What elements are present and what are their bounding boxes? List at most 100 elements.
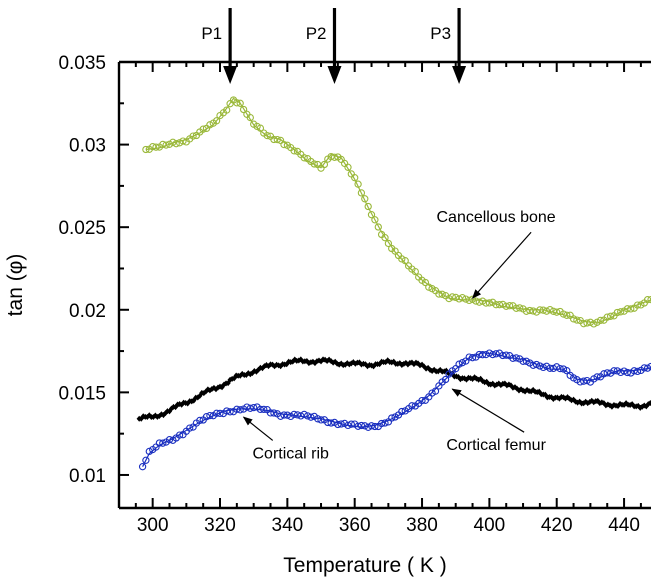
data-point-cancellous bbox=[421, 278, 430, 287]
data-point-cancellous bbox=[179, 137, 187, 145]
data-point-cortical-rib bbox=[615, 403, 621, 410]
data-point-cancellous bbox=[553, 308, 561, 316]
data-point-cortical-femur bbox=[300, 410, 308, 419]
peak-arrow-head-P3 bbox=[452, 66, 467, 84]
data-point-cortical-femur bbox=[623, 368, 632, 377]
data-point-cortical-femur bbox=[388, 414, 396, 422]
data-point-cancellous bbox=[189, 132, 197, 140]
data-point-cancellous bbox=[411, 267, 419, 276]
data-point-cortical-femur bbox=[327, 419, 335, 427]
data-point-cortical-rib bbox=[405, 361, 411, 368]
data-point-cortical-rib bbox=[271, 363, 278, 370]
data-point-cortical-femur bbox=[243, 403, 251, 411]
y-tick-label: 0.025 bbox=[58, 218, 106, 239]
data-point-cortical-rib bbox=[595, 397, 601, 404]
data-point-cortical-femur bbox=[138, 463, 147, 471]
data-point-cancellous bbox=[236, 99, 244, 107]
data-point-cortical-femur bbox=[212, 409, 221, 417]
data-point-cancellous bbox=[529, 307, 537, 315]
data-point-cortical-rib bbox=[437, 366, 443, 373]
data-point-cortical-rib bbox=[336, 361, 342, 368]
peak-arrow-head-P2 bbox=[327, 66, 342, 84]
data-point-cancellous bbox=[374, 223, 382, 231]
data-point-cortical-femur bbox=[546, 364, 554, 372]
data-point-cortical-femur bbox=[337, 420, 345, 428]
data-point-cortical-femur bbox=[250, 403, 258, 412]
data-point-cancellous bbox=[516, 304, 524, 312]
data-point-cortical-rib bbox=[342, 361, 348, 368]
annotation-arrow-cortical-femur bbox=[451, 388, 525, 433]
data-point-cortical-rib bbox=[583, 398, 589, 405]
data-point-cortical-femur bbox=[647, 362, 651, 371]
series-line-cancellous bbox=[145, 97, 651, 324]
data-point-cortical-rib bbox=[512, 384, 518, 391]
data-point-cortical-rib bbox=[334, 360, 340, 367]
data-point-cortical-femur bbox=[620, 367, 628, 375]
data-point-cortical-femur bbox=[522, 357, 531, 365]
data-point-cancellous bbox=[458, 294, 467, 302]
y-tick-label: 0.015 bbox=[58, 383, 106, 404]
data-point-cortical-femur bbox=[317, 416, 325, 424]
data-point-cortical-femur bbox=[270, 409, 278, 417]
data-point-cortical-rib bbox=[524, 386, 530, 393]
data-point-cortical-rib bbox=[570, 396, 577, 403]
data-point-cortical-femur bbox=[603, 369, 611, 377]
data-point-cortical-rib bbox=[478, 375, 484, 382]
data-point-cortical-rib bbox=[415, 360, 421, 367]
data-point-cancellous bbox=[633, 301, 642, 309]
data-point-cortical-femur bbox=[593, 373, 601, 381]
data-point-cortical-rib bbox=[310, 358, 316, 365]
data-point-cortical-femur bbox=[613, 367, 621, 375]
data-point-cortical-femur bbox=[509, 354, 517, 362]
data-point-cortical-femur bbox=[371, 422, 379, 431]
data-point-cancellous bbox=[606, 312, 615, 320]
data-point-cancellous bbox=[613, 308, 621, 317]
x-tick-label: 400 bbox=[474, 515, 506, 536]
data-point-cortical-rib bbox=[296, 357, 302, 364]
data-point-cortical-rib bbox=[425, 364, 431, 371]
data-point-cancellous bbox=[310, 160, 318, 168]
peak-label: P3 bbox=[430, 24, 451, 43]
x-tick-label: 380 bbox=[406, 515, 438, 536]
data-point-cortical-rib bbox=[276, 362, 282, 369]
data-point-cancellous bbox=[482, 299, 490, 307]
x-tick-label: 360 bbox=[339, 515, 371, 536]
data-point-cancellous bbox=[344, 163, 352, 171]
peak-markers-layer: P1 P2 P3 bbox=[201, 8, 467, 84]
data-point-cortical-femur bbox=[431, 387, 440, 395]
series-cortical-femur bbox=[138, 349, 651, 471]
y-axis-title: tan (φ) bbox=[4, 254, 27, 317]
x-axis-title: Temperature ( K ) bbox=[283, 554, 446, 577]
data-point-cortical-rib bbox=[461, 375, 468, 382]
annotation-arrow-cortical-rib bbox=[242, 416, 274, 441]
data-point-cortical-femur bbox=[246, 404, 254, 412]
x-tick-label: 320 bbox=[204, 515, 236, 536]
data-point-cancellous bbox=[239, 105, 248, 114]
data-point-cortical-rib bbox=[496, 380, 502, 387]
data-point-cancellous bbox=[320, 160, 329, 169]
data-point-cortical-femur bbox=[502, 351, 510, 359]
data-point-cortical-rib bbox=[490, 380, 496, 387]
data-point-cortical-femur bbox=[276, 412, 285, 420]
data-point-cortical-rib bbox=[629, 401, 635, 408]
data-point-cortical-femur bbox=[223, 407, 231, 415]
data-point-cancellous bbox=[206, 121, 214, 129]
data-point-cancellous bbox=[381, 234, 389, 242]
data-point-cortical-rib bbox=[556, 395, 563, 402]
data-point-cancellous bbox=[573, 316, 581, 324]
data-point-cancellous bbox=[495, 301, 504, 309]
data-point-cancellous bbox=[542, 307, 551, 315]
data-point-cortical-femur bbox=[196, 416, 204, 425]
x-tick-label: 420 bbox=[541, 515, 573, 536]
data-point-cortical-femur bbox=[458, 359, 467, 367]
data-point-cortical-femur bbox=[367, 422, 376, 430]
data-point-cortical-femur bbox=[344, 421, 352, 430]
data-point-cancellous bbox=[647, 295, 651, 304]
data-point-cancellous bbox=[596, 316, 605, 325]
data-point-cortical-femur bbox=[633, 367, 642, 376]
data-point-cancellous bbox=[256, 124, 265, 132]
y-tick-label: 0.035 bbox=[58, 53, 106, 74]
data-point-cortical-rib bbox=[298, 356, 304, 363]
data-point-cortical-femur bbox=[519, 357, 527, 365]
